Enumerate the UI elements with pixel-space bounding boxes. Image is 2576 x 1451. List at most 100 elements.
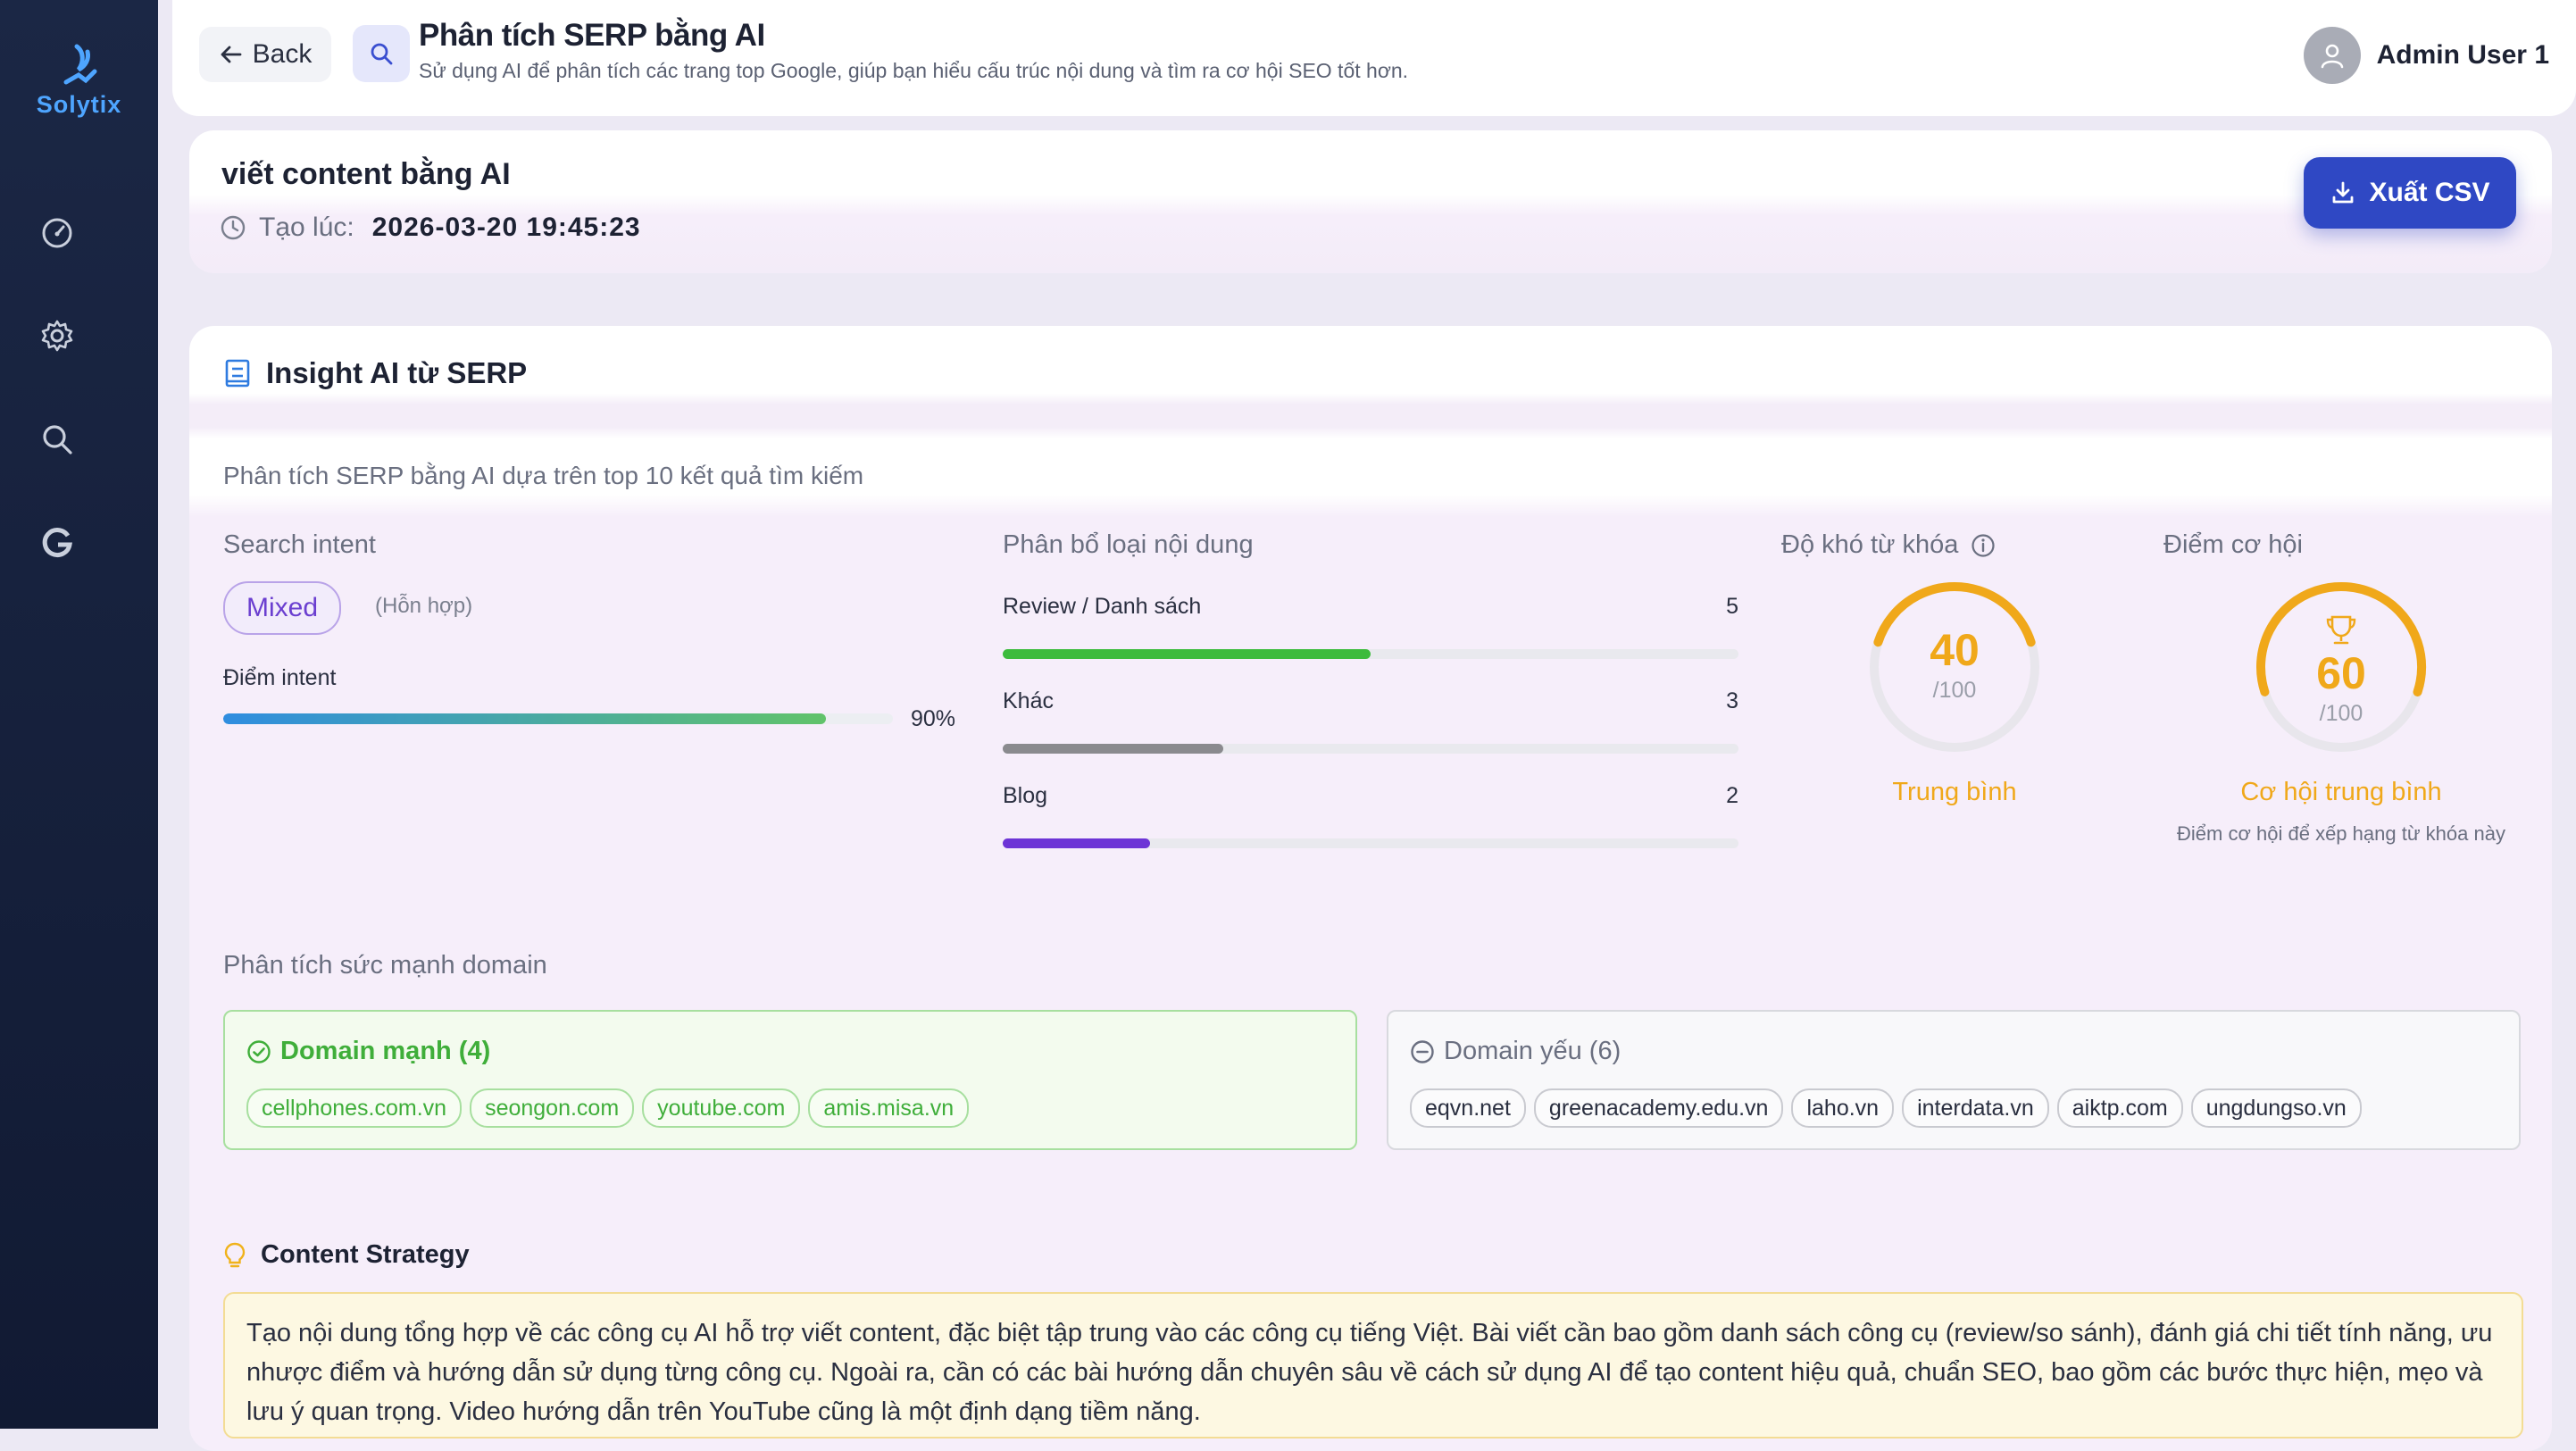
sidebar-item-dashboard[interactable] xyxy=(39,214,75,250)
user-name: Admin User 1 xyxy=(2376,40,2549,70)
content-strategy-text: Tạo nội dung tổng hợp về các công cụ AI … xyxy=(246,1319,2493,1426)
difficulty-value: 40 xyxy=(1930,625,1980,675)
back-button[interactable]: Back xyxy=(199,27,331,82)
sidebar: Solytix xyxy=(0,0,158,1429)
report-header-card: viết content bằng AI Tạo lúc: 2026-03-20… xyxy=(189,130,2552,273)
difficulty-gauge: 40 /100 xyxy=(1865,578,2044,756)
created-at: Tạo lúc: 2026-03-20 19:45:23 xyxy=(220,213,641,243)
content-strategy-box: Tạo nội dung tổng hợp về các công cụ AI … xyxy=(223,1292,2523,1438)
opportunity-note: Điểm cơ hội để xếp hạng từ khóa này xyxy=(2177,822,2505,845)
strong-domain-chip[interactable]: amis.misa.vn xyxy=(808,1088,970,1128)
distribution-row-count: 2 xyxy=(1726,783,1738,808)
export-csv-label: Xuất CSV xyxy=(2369,178,2490,207)
distribution-bar xyxy=(1003,649,1738,659)
avatar xyxy=(2303,27,2361,84)
distribution-row-count: 5 xyxy=(1726,594,1738,619)
back-label: Back xyxy=(252,39,313,69)
page-title: Phân tích SERP bằng AI xyxy=(419,18,765,53)
difficulty-gauge-ring xyxy=(1870,582,2039,752)
created-label: Tạo lúc: xyxy=(259,213,354,242)
distribution-row-name: Blog xyxy=(1003,783,1048,808)
content-strategy-title: Content Strategy xyxy=(223,1240,470,1270)
search-intent-label: Search intent xyxy=(223,530,376,559)
weak-domains-title-text: Domain yếu (6) xyxy=(1444,1037,1621,1065)
domain-analysis-label: Phân tích sức mạnh domain xyxy=(223,951,547,980)
distribution-row-count: 3 xyxy=(1726,688,1738,713)
weak-domain-list: eqvn.net greenacademy.edu.vn laho.vn int… xyxy=(1410,1088,2362,1128)
intent-score-fill xyxy=(223,713,826,724)
distribution-bar-fill xyxy=(1003,649,1371,659)
strong-domain-chip[interactable]: seongon.com xyxy=(470,1088,635,1128)
google-icon xyxy=(42,528,72,558)
created-timestamp: 2026-03-20 19:45:23 xyxy=(371,213,641,242)
export-csv-button[interactable]: Xuất CSV xyxy=(2304,157,2516,229)
lightbulb-icon xyxy=(224,1242,246,1267)
user-icon xyxy=(2321,44,2343,69)
strong-domains-panel: Domain mạnh (4) cellphones.com.vn seongo… xyxy=(223,1010,1357,1150)
weak-domains-title: Domain yếu (6) xyxy=(1410,1037,1621,1066)
logo-icon xyxy=(63,44,96,85)
logo[interactable]: Solytix xyxy=(0,39,158,119)
search-button[interactable] xyxy=(353,25,410,82)
page-subtitle: Sử dụng AI để phân tích các trang top Go… xyxy=(419,59,1409,82)
app-name: Solytix xyxy=(36,91,122,118)
keyword-title: viết content bằng AI xyxy=(221,157,511,191)
clock-icon xyxy=(221,215,246,240)
strong-domain-chip[interactable]: youtube.com xyxy=(642,1088,801,1128)
robot-icon xyxy=(225,359,250,388)
trophy-icon xyxy=(2326,615,2356,645)
distribution-row-name: Khác xyxy=(1003,688,1054,713)
info-icon[interactable] xyxy=(1971,533,1996,558)
sidebar-item-settings[interactable] xyxy=(39,318,75,354)
strong-domain-chip[interactable]: cellphones.com.vn xyxy=(246,1088,463,1128)
search-icon xyxy=(371,43,393,65)
strong-domains-title: Domain mạnh (4) xyxy=(246,1037,490,1066)
opportunity-level: Cơ hội trung bình xyxy=(2240,778,2442,806)
weak-domain-chip[interactable]: greenacademy.edu.vn xyxy=(1533,1088,1784,1128)
strong-domains-title-text: Domain mạnh (4) xyxy=(280,1037,491,1065)
distribution-bar-fill xyxy=(1003,744,1224,754)
intent-badge-vn: (Hỗn hợp) xyxy=(375,594,473,618)
insight-title-text: Insight AI từ SERP xyxy=(266,356,528,389)
intent-score-bar xyxy=(223,713,893,724)
user-menu[interactable]: Admin User 1 xyxy=(2303,27,2549,84)
weak-domain-chip[interactable]: ungdungso.vn xyxy=(2190,1088,2362,1128)
opportunity-label: Điểm cơ hội xyxy=(2163,530,2304,559)
top-header: Back Phân tích SERP bằng AI Sử dụng AI đ… xyxy=(172,0,2576,116)
weak-domain-chip[interactable]: interdata.vn xyxy=(1902,1088,2049,1128)
arrow-left-icon xyxy=(221,46,242,63)
intent-score-value: 90% xyxy=(911,706,956,731)
search-icon xyxy=(43,425,72,454)
difficulty-level: Trung bình xyxy=(1892,778,2017,806)
weak-domain-chip[interactable]: eqvn.net xyxy=(1410,1088,1526,1128)
difficulty-max: /100 xyxy=(1932,678,1977,703)
insight-card: Insight AI từ SERP Phân tích SERP bằng A… xyxy=(189,326,2552,1451)
dashboard-icon xyxy=(42,218,72,248)
weak-domain-chip[interactable]: laho.vn xyxy=(1791,1088,1895,1128)
distribution-bar xyxy=(1003,744,1738,754)
distribution-bar-fill xyxy=(1003,838,1150,848)
weak-domains-panel: Domain yếu (6) eqvn.net greenacademy.edu… xyxy=(1387,1010,2521,1150)
strong-domain-list: cellphones.com.vn seongon.com youtube.co… xyxy=(246,1088,970,1128)
content-distribution-label: Phân bổ loại nội dung xyxy=(1003,530,1254,559)
check-circle-icon xyxy=(247,1039,271,1063)
insight-description: Phân tích SERP bằng AI dựa trên top 10 k… xyxy=(223,462,864,489)
sidebar-item-google[interactable] xyxy=(39,525,75,561)
intent-badge: Mixed xyxy=(223,581,341,635)
difficulty-label: Độ khó từ khóa xyxy=(1781,530,1996,560)
minus-circle-icon xyxy=(1411,1039,1434,1063)
sidebar-item-search[interactable] xyxy=(39,421,75,457)
distribution-row-name: Review / Danh sách xyxy=(1003,594,1202,619)
distribution-bar xyxy=(1003,838,1738,848)
download-icon xyxy=(2333,181,2354,204)
opportunity-gauge-ring xyxy=(2256,582,2426,752)
difficulty-label-text: Độ khó từ khóa xyxy=(1781,530,1959,559)
opportunity-value: 60 xyxy=(2316,648,2366,698)
insight-title: Insight AI từ SERP xyxy=(223,356,527,390)
opportunity-max: /100 xyxy=(2319,701,2363,726)
gear-icon xyxy=(41,320,73,352)
intent-score-label: Điểm intent xyxy=(223,665,337,690)
content-strategy-title-text: Content Strategy xyxy=(261,1240,470,1269)
opportunity-gauge: 60 /100 xyxy=(2252,578,2430,756)
weak-domain-chip[interactable]: aiktp.com xyxy=(2056,1088,2183,1128)
